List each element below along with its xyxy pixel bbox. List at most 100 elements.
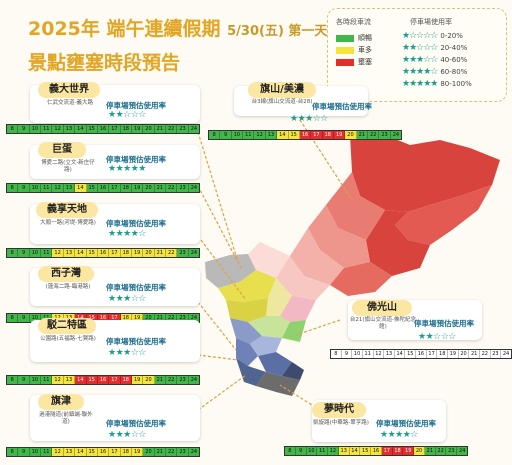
hour-cell: 20 xyxy=(458,350,470,358)
hour-cell: 18 xyxy=(120,376,132,384)
place-6-parking-label: 停車場預估使用率 xyxy=(312,102,372,111)
hour-cell: 23 xyxy=(177,448,189,456)
legend-swatch xyxy=(336,58,354,66)
place-1-name: 巨蛋 xyxy=(38,142,86,158)
place-4-address: 公園路(五福路-七賢路) xyxy=(40,336,96,342)
legend-occupancy-range: 20-40% xyxy=(440,44,468,52)
hour-cell: 21 xyxy=(154,448,167,456)
hour-cell: 12 xyxy=(52,448,64,456)
hour-cell: 14 xyxy=(75,376,87,384)
place-3-star-rating-icon: ★★★☆☆ xyxy=(108,294,146,304)
place-3-address: (蓮海二路-臨港路) xyxy=(45,284,91,290)
hour-cell: 11 xyxy=(41,125,53,133)
hour-cell: 19 xyxy=(131,448,144,456)
hour-cell: 24 xyxy=(390,131,402,139)
hour-cell: 19 xyxy=(131,376,144,384)
hour-cell: 14 xyxy=(394,350,406,358)
place-8-parking-label: 停車場預估使用率 xyxy=(376,419,436,428)
hour-cell: 20 xyxy=(143,448,155,456)
hour-cell: 24 xyxy=(188,249,200,257)
legend-level-0: 順暢 xyxy=(336,33,372,43)
legend-header-parking: 停車場使用率 xyxy=(410,18,452,26)
hour-cell: 16 xyxy=(97,184,110,192)
legend-occupancy-range: 80-100% xyxy=(440,80,472,88)
legend-level-label: 車多 xyxy=(358,46,372,54)
hour-cell: 23 xyxy=(379,131,391,139)
place-2-parking-label: 停車場預估使用率 xyxy=(106,219,166,228)
map-region-meinong xyxy=(330,262,392,296)
hour-cell: 10 xyxy=(29,184,42,192)
place-0-address: 仁武交流道-義大路 xyxy=(47,100,93,106)
hour-cell: 23 xyxy=(177,184,189,192)
hour-cell: 18 xyxy=(120,184,132,192)
hour-cell: 22 xyxy=(166,314,178,322)
hour-cell: 17 xyxy=(426,350,438,358)
hour-cell: 17 xyxy=(109,184,121,192)
hour-cell: 8 xyxy=(209,131,221,139)
place-8-star-rating-icon: ★★★★☆ xyxy=(380,430,418,440)
hour-cell: 9 xyxy=(341,350,353,358)
hour-cell: 17 xyxy=(311,131,323,139)
place-5-address: 過港隧道(前鎮端-聯外道) xyxy=(39,412,93,425)
hour-cell: 19 xyxy=(448,350,459,358)
place-4-star-rating-icon: ★★★☆☆ xyxy=(108,348,146,358)
hour-cell: 12 xyxy=(52,249,64,257)
place-0-star-rating-icon: ★★☆☆☆ xyxy=(108,110,146,120)
hour-cell: 15 xyxy=(86,249,98,257)
hour-cell: 12 xyxy=(328,447,339,455)
hour-cell: 17 xyxy=(109,125,121,133)
hour-cell: 13 xyxy=(338,447,350,455)
place-1-traffic-bar: 8 9 10 11 12 13 14 15 16 17 18 19 20 21 22 23 24 xyxy=(6,183,200,193)
place-7-star-rating-icon: ★★☆☆☆ xyxy=(418,332,456,342)
hour-cell: 21 xyxy=(469,350,480,358)
place-0-name: 義大世界 xyxy=(38,82,100,98)
hour-cell: 12 xyxy=(254,131,266,139)
hour-cell: 11 xyxy=(41,376,53,384)
hour-cell: 17 xyxy=(109,448,121,456)
hour-cell: 24 xyxy=(457,447,468,455)
place-6-name: 旗山/美濃 xyxy=(248,82,316,98)
hour-cell: 10 xyxy=(29,376,42,384)
hour-cell: 15 xyxy=(86,125,98,133)
place-7-traffic-bar: 8 9 10 11 12 13 14 15 16 17 18 19 20 21 22 23 24 xyxy=(330,349,512,359)
star-rating-icon: ★★☆☆☆ xyxy=(402,43,438,53)
hour-cell: 14 xyxy=(75,448,87,456)
hour-cell: 8 xyxy=(7,314,19,322)
hour-cell: 21 xyxy=(154,249,167,257)
hour-cell: 9 xyxy=(18,376,30,384)
map-region-jiaxian xyxy=(308,205,370,268)
hour-cell: 24 xyxy=(188,376,200,384)
hour-cell: 18 xyxy=(392,447,404,455)
hour-cell: 14 xyxy=(349,447,361,455)
legend-occupancy-range: 60-80% xyxy=(440,68,468,76)
place-5-name: 旗津 xyxy=(38,394,84,410)
place-1-star-rating-icon: ★★★★★ xyxy=(108,164,146,174)
hour-cell: 24 xyxy=(501,350,511,358)
hour-cell: 10 xyxy=(29,314,42,322)
hour-cell: 9 xyxy=(18,249,30,257)
hour-cell: 20 xyxy=(143,184,155,192)
hour-cell: 19 xyxy=(131,125,144,133)
place-6-traffic-bar: 8 9 10 11 12 13 14 15 16 17 18 19 20 21 22 23 24 xyxy=(208,130,402,140)
map-region-gangshan xyxy=(218,270,276,302)
map-region-pingtung-border xyxy=(282,320,306,342)
hour-cell: 11 xyxy=(41,448,53,456)
map-region-maolin xyxy=(366,210,430,276)
hour-cell: 22 xyxy=(368,131,380,139)
hour-cell: 16 xyxy=(371,447,382,455)
hour-cell: 10 xyxy=(352,350,363,358)
hour-cell: 20 xyxy=(143,125,155,133)
hour-cell: 20 xyxy=(345,131,357,139)
hour-cell: 13 xyxy=(384,350,395,358)
hour-cell: 24 xyxy=(188,184,200,192)
hour-cell: 24 xyxy=(188,448,200,456)
hour-cell: 8 xyxy=(331,350,342,358)
hour-cell: 22 xyxy=(435,447,447,455)
hour-cell: 13 xyxy=(63,376,76,384)
hour-cell: 10 xyxy=(29,125,42,133)
map-region-daliao xyxy=(282,362,304,380)
hour-cell: 18 xyxy=(120,314,132,322)
legend-level-1: 車多 xyxy=(336,45,372,55)
hour-cell: 11 xyxy=(41,249,53,257)
